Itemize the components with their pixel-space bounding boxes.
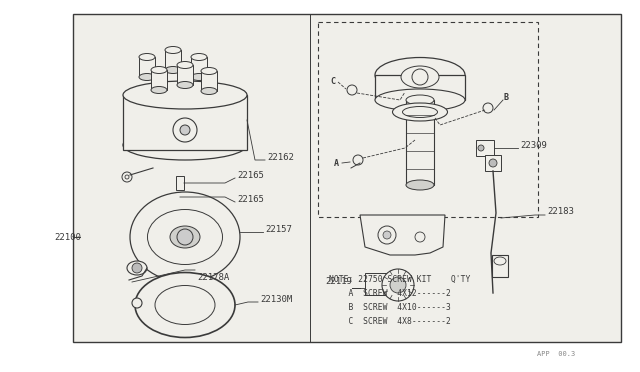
Bar [365,273,387,295]
Ellipse shape [123,130,247,160]
Text: 22157: 22157 [265,224,292,234]
Ellipse shape [127,261,147,275]
Bar [492,255,508,277]
Text: B  SCREW  4X10------3: B SCREW 4X10------3 [329,303,451,312]
Bar [165,50,181,70]
Ellipse shape [403,106,438,118]
Ellipse shape [147,209,223,264]
Circle shape [132,298,142,308]
Ellipse shape [375,58,465,93]
Circle shape [173,118,197,142]
Bar [151,70,167,90]
Circle shape [478,145,484,151]
Text: 22178A: 22178A [197,273,229,282]
Bar [375,75,465,100]
Ellipse shape [406,95,434,105]
Ellipse shape [201,87,217,94]
Ellipse shape [406,180,434,190]
Ellipse shape [165,46,181,54]
Circle shape [382,269,414,301]
Text: C: C [330,77,335,87]
Ellipse shape [494,257,506,265]
Text: A  SCREW  4X12------2: A SCREW 4X12------2 [329,289,451,298]
Circle shape [180,125,190,135]
Ellipse shape [139,74,155,80]
Text: NOTE: 22750 SCREW KIT    Q'TY: NOTE: 22750 SCREW KIT Q'TY [329,275,470,284]
Bar [73,14,621,342]
Bar [176,192,180,203]
Circle shape [132,263,142,273]
Ellipse shape [191,54,207,61]
Circle shape [347,85,357,95]
Circle shape [177,229,193,245]
Ellipse shape [201,67,217,74]
Bar [318,22,538,217]
Bar [177,65,193,85]
Text: C  SCREW  4X8-------2: C SCREW 4X8-------2 [329,317,451,326]
Ellipse shape [191,74,207,80]
Ellipse shape [155,285,215,324]
Text: A: A [334,158,339,167]
Text: B: B [503,93,508,102]
Text: APP  00.3: APP 00.3 [537,351,575,357]
Circle shape [489,159,497,167]
Bar [406,100,434,185]
Bar [201,71,217,91]
Ellipse shape [139,54,155,61]
Ellipse shape [177,81,193,89]
Ellipse shape [401,66,439,88]
Polygon shape [360,215,445,255]
Text: 22165: 22165 [237,196,264,205]
Circle shape [378,226,396,244]
Text: 22165: 22165 [237,170,264,180]
Ellipse shape [123,81,247,109]
Text: 22183: 22183 [547,208,574,217]
Ellipse shape [170,226,200,248]
Ellipse shape [135,273,235,337]
Ellipse shape [375,89,465,111]
Text: 22130M: 22130M [260,295,292,304]
Bar [176,176,184,190]
Ellipse shape [151,87,167,93]
Circle shape [390,277,406,293]
Bar [476,140,494,156]
Ellipse shape [130,192,240,282]
Text: 22119: 22119 [325,278,352,286]
Circle shape [353,155,363,165]
Text: 22162: 22162 [267,153,294,161]
Ellipse shape [177,61,193,68]
Text: 22100: 22100 [54,232,81,241]
Bar [485,155,501,171]
Circle shape [483,103,493,113]
Ellipse shape [151,67,167,74]
Bar [139,57,155,77]
Bar [191,57,207,77]
Circle shape [383,231,391,239]
Text: 22309: 22309 [520,141,547,150]
Ellipse shape [165,67,181,74]
Circle shape [412,69,428,85]
Ellipse shape [392,103,447,121]
Circle shape [415,232,425,242]
Bar [123,95,247,150]
